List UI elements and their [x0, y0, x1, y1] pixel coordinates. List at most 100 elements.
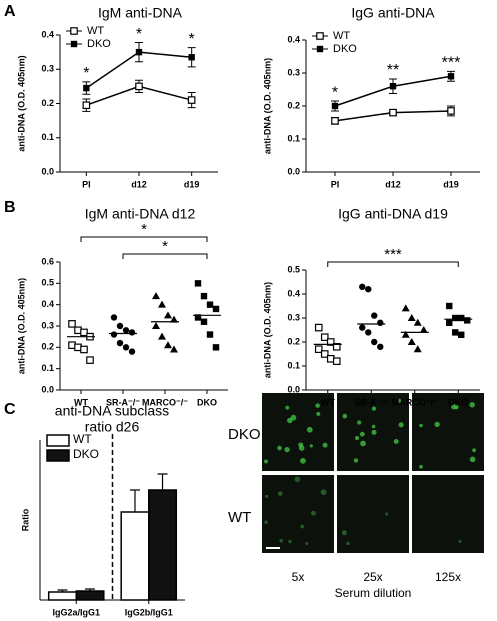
chart-title: IgG anti-DNA [351, 5, 435, 21]
y-tick-label: 0.0 [287, 166, 300, 176]
marker [110, 314, 118, 321]
marker [170, 315, 178, 323]
legend-label: WT [73, 432, 92, 446]
y-tick-label: 0.5 [287, 264, 300, 274]
x-tick-label: DKO [448, 397, 468, 407]
stain-spot [279, 538, 284, 543]
x-axis-label: Serum dilution [335, 586, 412, 600]
marker [365, 286, 372, 293]
micrograph [337, 475, 409, 553]
marker [152, 292, 160, 300]
marker [371, 338, 378, 346]
marker [447, 73, 455, 80]
marker [194, 280, 202, 287]
marker [365, 329, 372, 336]
column-label: 125x [435, 570, 461, 584]
marker [464, 317, 471, 324]
marker [188, 54, 195, 61]
y-axis-label: anti-DNA (O.D. 405nm) [16, 278, 26, 374]
marker [187, 96, 196, 104]
stain-spot [316, 411, 321, 417]
y-tick-label: 0.0 [41, 384, 54, 394]
marker [401, 304, 410, 312]
marker [371, 312, 378, 319]
marker [320, 350, 329, 358]
stain-spot [355, 436, 360, 441]
stain-spot [300, 524, 305, 529]
stain-spot [320, 489, 327, 496]
marker [316, 32, 324, 40]
stain-spot [458, 539, 462, 544]
x-tick-label: SR-A⁻/⁻ [106, 397, 140, 407]
stain-spot [360, 440, 366, 447]
marker [128, 348, 136, 355]
stain-spot [265, 494, 269, 498]
marker [316, 45, 324, 53]
y-tick-label: 0.2 [41, 98, 54, 108]
bar [148, 489, 178, 601]
marker [164, 341, 172, 349]
error-bar [85, 588, 96, 591]
significance: * [332, 84, 338, 101]
stain-spot [310, 510, 316, 516]
stain-spot [264, 459, 268, 464]
y-axis-label: anti-DNA (O.D. 405nm) [262, 58, 272, 154]
marker [389, 108, 397, 117]
x-tick-label: IgG2a/IgG1 [52, 607, 100, 617]
significance: * [189, 31, 195, 48]
marker [116, 322, 124, 330]
error-bar [57, 589, 68, 592]
y-tick-label: 0.2 [287, 100, 300, 110]
stain-spot [341, 530, 347, 536]
marker [80, 345, 88, 354]
stain-spot [305, 542, 309, 546]
significance: ** [387, 62, 399, 79]
x-tick-label: d19 [184, 179, 200, 189]
error-bar [129, 489, 140, 512]
stain-spot [359, 431, 365, 437]
x-tick-label: SR-A⁻/⁻ [354, 397, 388, 407]
stain-spot [472, 448, 477, 453]
stain-spot [419, 464, 423, 469]
marker [83, 84, 90, 92]
marker [332, 343, 341, 351]
y-tick-label: 0.4 [41, 299, 54, 309]
marker [407, 338, 416, 345]
x-tick-label: PI [82, 179, 91, 189]
bar [47, 591, 77, 601]
stain-spot [298, 445, 305, 451]
marker [200, 318, 208, 325]
x-tick-label: d19 [443, 179, 459, 189]
marker [447, 107, 455, 115]
marker [332, 357, 341, 366]
y-axis-label: anti-DNA (O.D. 405nm) [262, 282, 272, 378]
marker [413, 318, 422, 326]
marker [314, 323, 323, 332]
stain-spot [371, 406, 377, 411]
x-tick-label: PI [331, 179, 340, 189]
marker [122, 327, 130, 334]
marker [359, 283, 366, 290]
y-tick-label: 0.1 [287, 133, 300, 143]
marker [194, 314, 202, 321]
x-tick-label: WT [74, 397, 88, 407]
y-tick-label: 0.3 [41, 64, 54, 74]
y-tick-label: 0.3 [41, 320, 54, 330]
legend-swatch [46, 449, 70, 462]
marker [377, 319, 384, 326]
marker [68, 320, 76, 328]
significance-bracket [327, 261, 459, 267]
marker [320, 333, 329, 342]
significance: * [83, 65, 89, 82]
marker [212, 344, 220, 351]
legend-label: DKO [73, 447, 99, 461]
marker [80, 328, 88, 337]
stain-spot [371, 424, 376, 429]
marker [158, 300, 166, 308]
y-tick-label: 0.1 [41, 363, 54, 373]
y-tick-label: 0.2 [287, 336, 300, 346]
marker [452, 329, 459, 336]
y-tick-label: 0.6 [41, 256, 54, 266]
bar [120, 511, 150, 601]
